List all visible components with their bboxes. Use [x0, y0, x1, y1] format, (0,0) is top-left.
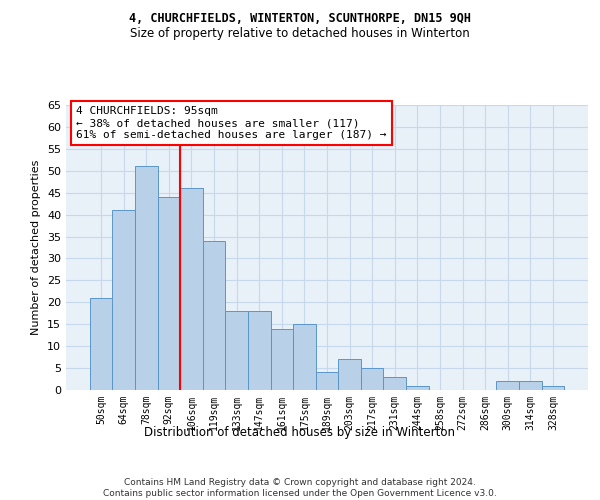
Bar — [180, 188, 203, 390]
Bar — [226, 311, 248, 390]
Text: Distribution of detached houses by size in Winterton: Distribution of detached houses by size … — [145, 426, 455, 439]
Bar — [90, 298, 112, 390]
Bar — [361, 368, 383, 390]
Text: Size of property relative to detached houses in Winterton: Size of property relative to detached ho… — [130, 28, 470, 40]
Bar — [203, 241, 226, 390]
Text: 4 CHURCHFIELDS: 95sqm
← 38% of detached houses are smaller (117)
61% of semi-det: 4 CHURCHFIELDS: 95sqm ← 38% of detached … — [76, 106, 387, 140]
Bar — [316, 372, 338, 390]
Bar — [271, 328, 293, 390]
Bar — [135, 166, 158, 390]
Bar — [248, 311, 271, 390]
Bar — [158, 197, 180, 390]
Bar — [112, 210, 135, 390]
Bar — [406, 386, 428, 390]
Text: Contains HM Land Registry data © Crown copyright and database right 2024.
Contai: Contains HM Land Registry data © Crown c… — [103, 478, 497, 498]
Bar — [519, 381, 542, 390]
Bar — [338, 360, 361, 390]
Text: 4, CHURCHFIELDS, WINTERTON, SCUNTHORPE, DN15 9QH: 4, CHURCHFIELDS, WINTERTON, SCUNTHORPE, … — [129, 12, 471, 26]
Y-axis label: Number of detached properties: Number of detached properties — [31, 160, 41, 335]
Bar — [383, 377, 406, 390]
Bar — [542, 386, 564, 390]
Bar — [496, 381, 519, 390]
Bar — [293, 324, 316, 390]
